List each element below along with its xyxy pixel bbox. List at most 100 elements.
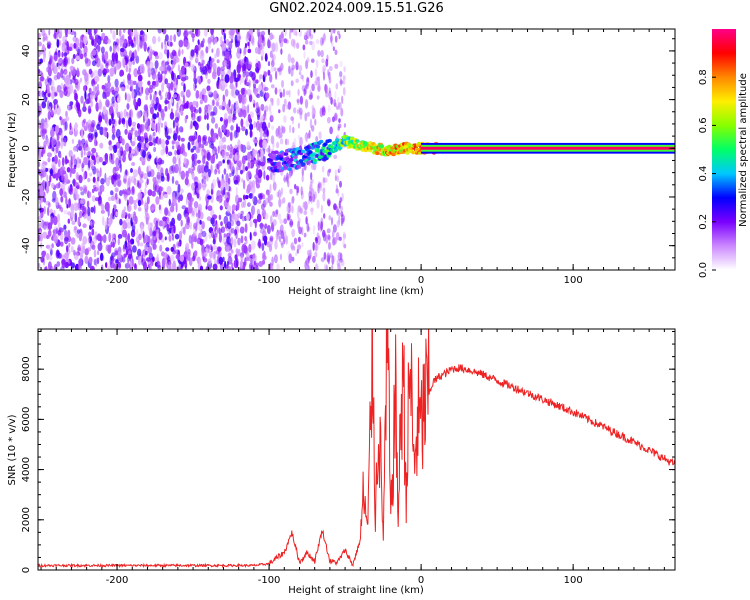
noise-speck [87, 177, 91, 183]
noise-speck [124, 92, 127, 101]
noise-speck [190, 120, 193, 129]
noise-speck [205, 46, 209, 54]
noise-speck [136, 91, 141, 96]
noise-speck [183, 157, 187, 165]
noise-speck [114, 187, 119, 193]
noise-speck [257, 114, 260, 121]
noise-speck [169, 41, 173, 47]
noise-speck [141, 150, 147, 159]
faint-speck [325, 58, 329, 67]
noise-speck [173, 224, 176, 234]
signal-blob [293, 155, 298, 159]
noise-speck [47, 261, 52, 270]
noise-speck [57, 229, 62, 236]
colorbar-axes: 0.00.20.40.60.8 [698, 69, 716, 278]
noise-speck [164, 100, 170, 104]
noise-speck [243, 105, 247, 111]
noise-speck [79, 210, 83, 219]
noise-speck [267, 69, 271, 76]
faint-speck [277, 213, 282, 221]
noise-speck [158, 220, 164, 227]
noise-speck [109, 45, 112, 52]
faint-speck [306, 222, 310, 233]
noise-speck [102, 126, 106, 136]
faint-speck [295, 78, 300, 84]
noise-speck [137, 199, 142, 207]
faint-speck [281, 126, 286, 134]
faint-speck [279, 219, 284, 225]
noise-speck [123, 178, 127, 183]
noise-speck [69, 84, 74, 94]
noise-speck [239, 77, 242, 86]
noise-speck [151, 70, 157, 80]
noise-speck [154, 184, 160, 193]
noise-speck [127, 204, 132, 212]
noise-speck [156, 111, 160, 118]
noise-speck [123, 58, 126, 69]
noise-speck [95, 257, 98, 267]
noise-speck [254, 174, 259, 180]
noise-speck [84, 70, 87, 77]
noise-speck [166, 185, 172, 195]
faint-speck [312, 225, 316, 231]
noise-speck [177, 213, 182, 221]
noise-speck [38, 161, 41, 167]
faint-speck [269, 237, 274, 242]
faint-speck [268, 41, 272, 49]
noise-speck [38, 41, 42, 47]
noise-speck [39, 76, 45, 82]
faint-speck [332, 238, 336, 246]
noise-speck [125, 55, 130, 63]
noise-speck [194, 29, 199, 37]
faint-speck [306, 76, 310, 87]
noise-speck [246, 184, 251, 193]
noise-speck [200, 63, 204, 71]
noise-speck [184, 222, 190, 230]
noise-speck [244, 166, 249, 172]
colorbar-label: Normalized spectral amplitude [738, 73, 749, 227]
noise-speck [172, 133, 178, 141]
faint-speck [279, 39, 284, 48]
faint-speck [269, 183, 272, 194]
faint-speck [269, 111, 273, 116]
noise-speck [255, 262, 259, 267]
noise-speck [210, 164, 213, 174]
noise-speck [120, 35, 124, 41]
faint-speck [333, 154, 338, 160]
noise-speck [208, 43, 211, 50]
noise-speck [71, 68, 74, 76]
faint-speck [269, 263, 274, 270]
faint-speck [339, 180, 342, 188]
faint-speck [280, 230, 284, 240]
faint-speck [329, 29, 334, 35]
noise-speck [230, 131, 233, 142]
noise-speck [39, 70, 43, 75]
noise-speck [112, 166, 117, 176]
noise-speck [161, 257, 166, 267]
faint-speck [339, 71, 343, 78]
noise-speck [63, 210, 68, 215]
noise-speck [119, 218, 123, 226]
noise-speck [221, 29, 225, 36]
noise-speck [169, 112, 175, 120]
snr-tick-label: 2000 [21, 507, 32, 532]
faint-speck [273, 254, 278, 264]
faint-speck [315, 39, 320, 45]
noise-speck [184, 62, 189, 67]
noise-speck [149, 51, 153, 60]
noise-speck [244, 71, 250, 77]
noise-speck [171, 70, 175, 81]
noise-speck [143, 261, 147, 270]
faint-speck [334, 49, 338, 56]
faint-speck [332, 46, 335, 51]
noise-speck [48, 254, 53, 261]
faint-speck [270, 65, 274, 73]
signal-blob [387, 144, 392, 149]
noise-speck [247, 113, 251, 122]
noise-speck [91, 49, 97, 56]
noise-speck [82, 184, 88, 192]
faint-speck [334, 35, 338, 43]
noise-speck [115, 128, 121, 139]
noise-speck [207, 90, 212, 95]
